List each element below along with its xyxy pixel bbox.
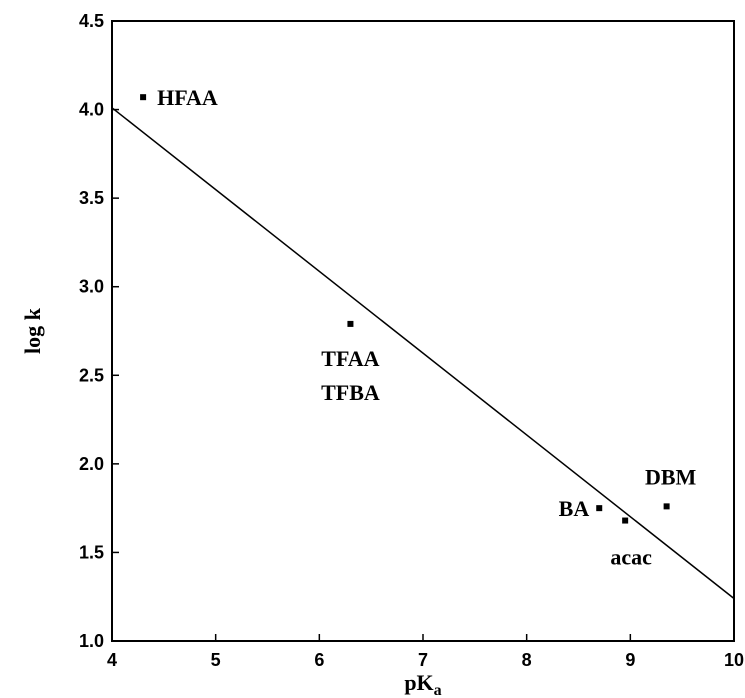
y-tick-label: 3.5 xyxy=(79,188,104,208)
data-point xyxy=(622,517,629,524)
y-tick-label: 2.5 xyxy=(79,365,104,385)
x-tick-label: 9 xyxy=(625,650,635,670)
point-label: DBM xyxy=(645,464,697,489)
y-tick-label: 2.0 xyxy=(79,454,104,474)
x-tick-label: 4 xyxy=(107,650,117,670)
x-axis-ticks: 4 5 6 7 8 9 10 xyxy=(107,634,744,670)
point-label: HFAA xyxy=(157,85,218,110)
point-label: acac xyxy=(610,545,652,570)
point-label: TFBA xyxy=(321,380,380,405)
data-point xyxy=(140,94,147,101)
y-tick-label: 4.5 xyxy=(79,11,104,31)
x-tick-label: 6 xyxy=(314,650,324,670)
y-tick-label: 4.0 xyxy=(79,100,104,120)
data-point xyxy=(596,505,603,512)
data-point xyxy=(347,320,354,327)
y-axis-label: log k xyxy=(20,307,45,354)
y-axis-ticks: 1.0 1.5 2.0 2.5 3.0 3.5 4.0 4.5 xyxy=(79,11,119,651)
y-tick-label: 3.0 xyxy=(79,277,104,297)
data-point xyxy=(663,503,670,510)
point-label: TFAA xyxy=(321,346,379,371)
y-tick-label: 1.5 xyxy=(79,542,104,562)
data-points: HFAA TFAA TFBA BA acac DBM xyxy=(140,85,697,570)
x-tick-label: 7 xyxy=(418,650,428,670)
x-tick-label: 8 xyxy=(522,650,532,670)
y-tick-label: 1.0 xyxy=(79,631,104,651)
x-tick-label: 5 xyxy=(211,650,221,670)
x-axis-label: pKa xyxy=(404,670,441,698)
regression-line xyxy=(111,107,735,600)
point-label: BA xyxy=(559,496,590,521)
x-tick-label: 10 xyxy=(724,650,744,670)
